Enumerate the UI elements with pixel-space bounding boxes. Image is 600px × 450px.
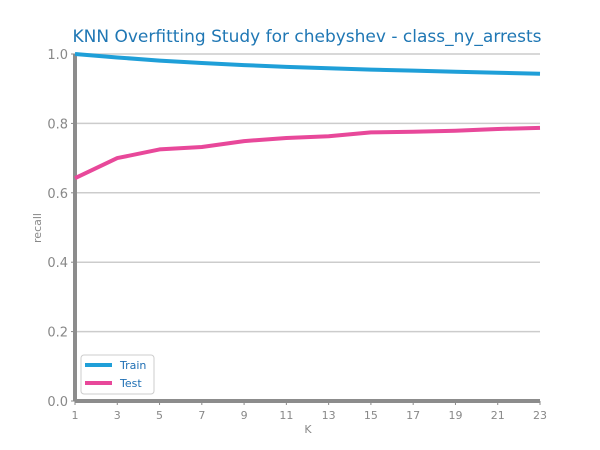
series-line-train [74,52,541,76]
x-axis-label: K [304,423,312,436]
x-tick-label: 21 [491,409,505,422]
x-tick-label: 17 [406,409,420,422]
x-tick-label: 23 [533,409,547,422]
x-tick-label: 5 [156,409,163,422]
x-tick-label: 15 [364,409,378,422]
x-tick-label: 13 [322,409,336,422]
x-tick-label: 7 [198,409,205,422]
y-axis-label: recall [31,213,44,243]
y-tick-label: 0.2 [47,326,68,341]
y-tick-label: 0.8 [47,117,68,132]
series-lines [74,52,541,181]
x-tick-label: 9 [241,409,248,422]
x-tick-label: 1 [72,409,79,422]
y-axis-ticks: 0.0 0.2 0.4 0.6 0.8 1.0 [47,48,75,410]
x-tick-label: 11 [279,409,293,422]
grid-lines [75,53,540,402]
x-axis-ticks: 1 3 5 7 9 11 13 15 17 19 21 23 [72,401,547,422]
axes [73,54,540,403]
x-tick-label: 3 [114,409,121,422]
legend: Train Test [80,354,155,395]
y-tick-label: 0.6 [47,187,68,202]
legend-label-train: Train [119,359,146,372]
series-line-test [74,125,541,181]
y-tick-label: 1.0 [47,48,68,63]
y-tick-label: 0.4 [47,256,68,271]
legend-label-test: Test [119,377,142,390]
y-tick-label: 0.0 [47,395,68,410]
chart-title: KNN Overfitting Study for chebyshev - cl… [73,27,542,47]
x-tick-label: 19 [448,409,462,422]
